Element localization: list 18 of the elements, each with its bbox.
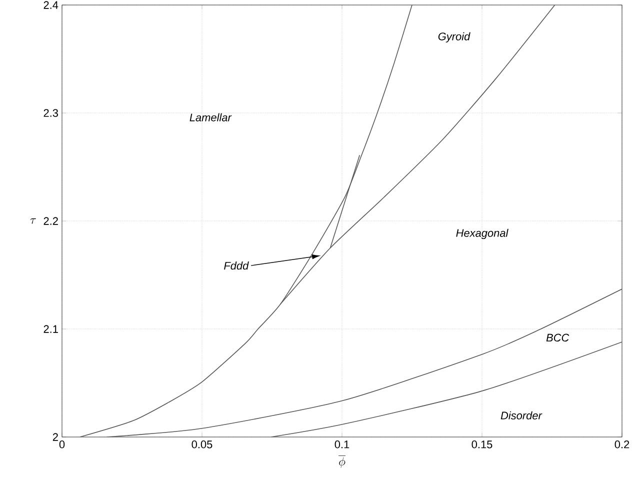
- x-tick-label: 0.1: [334, 440, 350, 448]
- annotation: Hexagonal: [456, 228, 508, 240]
- x-axis-title: $\overline{\phi}$: [338, 456, 346, 468]
- x-tick-label: 0: [59, 440, 65, 448]
- annotation: Fddd: [224, 262, 249, 270]
- x-tick-label: 0.15: [472, 440, 492, 448]
- y-axis-title: $\tau$: [30, 218, 36, 224]
- x-tick-label: 0.2: [614, 440, 630, 448]
- y-tick-label: 2.3: [44, 109, 58, 117]
- annotation: BCC: [546, 334, 570, 342]
- y-tick-label: 2.2: [44, 217, 58, 225]
- annotation: Gyroid: [438, 32, 470, 42]
- y-tick-label: 2.4: [44, 1, 58, 9]
- annotation: Disorder: [500, 411, 542, 420]
- y-tick-label: 2: [52, 433, 58, 441]
- annotation: Lamellar: [190, 113, 232, 122]
- y-tick-label: 2.1: [44, 325, 58, 333]
- x-tick-label: 0.05: [192, 440, 212, 448]
